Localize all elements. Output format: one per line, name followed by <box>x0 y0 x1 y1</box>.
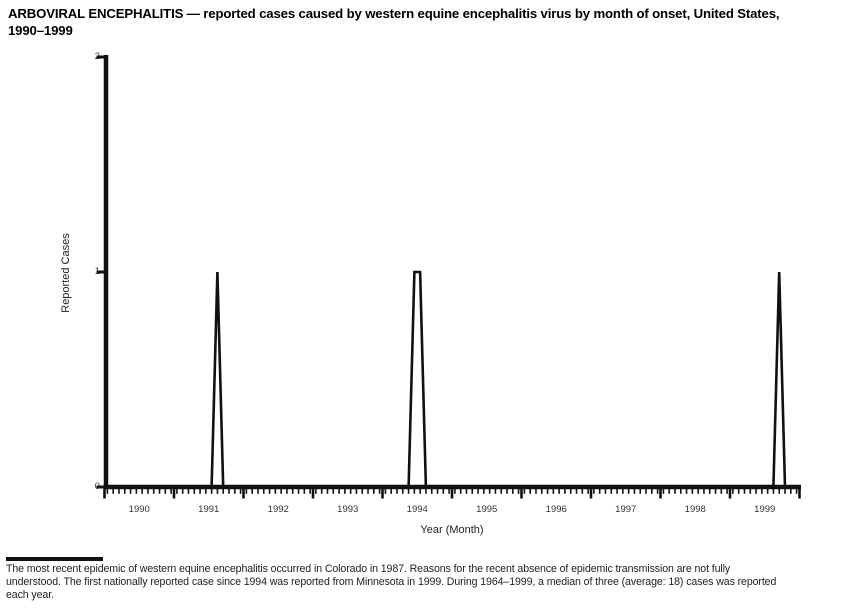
figure-title: ARBOVIRAL ENCEPHALITIS — reported cases … <box>8 5 780 39</box>
data-line <box>107 270 797 489</box>
footnote-rule <box>6 557 103 561</box>
figure-title-line1: ARBOVIRAL ENCEPHALITIS — reported cases … <box>8 6 780 21</box>
footnote-line: understood. The first nationally reporte… <box>6 575 777 588</box>
chart-canvas <box>96 55 801 499</box>
y-axis-title: Reported Cases <box>60 233 72 313</box>
x-axis-title: Year (Month) <box>420 524 484 536</box>
footnote: The most recent epidemic of western equi… <box>6 563 776 601</box>
figure-title-line2: 1990–1999 <box>8 23 73 38</box>
footnote-line: The most recent epidemic of western equi… <box>6 563 731 575</box>
footnote-line: each year. <box>6 588 54 601</box>
